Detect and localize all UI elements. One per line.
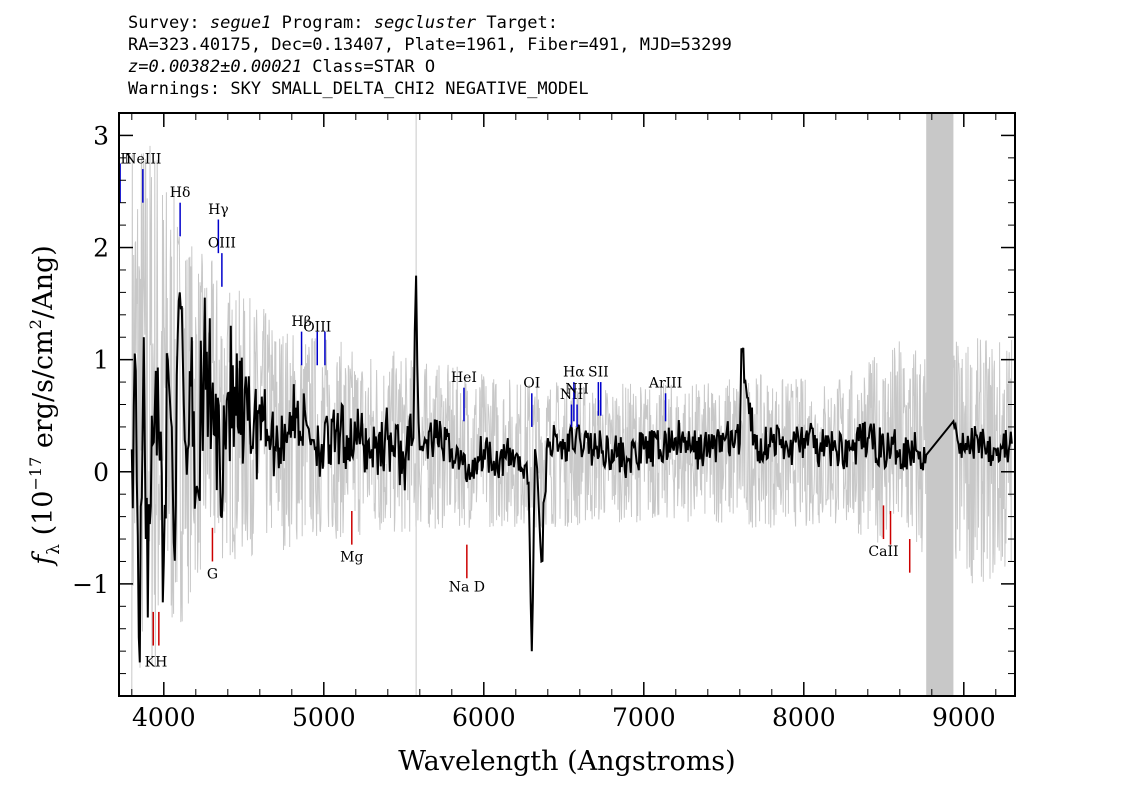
axis-labels: Wavelength (Angstroms) fλ (10−17 erg/s/c…	[26, 245, 736, 777]
emission-line-label: OII	[109, 151, 132, 167]
x-tick-label: 8000	[772, 703, 836, 732]
x-axis-title: Wavelength (Angstroms)	[398, 746, 735, 777]
emission-line-label: OI	[523, 376, 540, 392]
program-label: Program:	[281, 13, 364, 33]
emission-line-label: Hγ	[208, 202, 229, 218]
masked-band	[926, 113, 954, 696]
x-tick-label: 5000	[292, 703, 356, 732]
flux-series	[130, 275, 1013, 663]
emission-line-label: SII	[588, 364, 609, 380]
emission-line-label: NeIII	[124, 151, 161, 167]
emission-line-label: Hβ	[291, 314, 311, 330]
y-tick-label: 2	[93, 234, 109, 263]
header-survey-line: Survey: segue1 Program: segcluster Targe…	[128, 12, 732, 34]
absorption-line-label: G	[207, 566, 218, 582]
y-tick-label: 0	[93, 458, 109, 487]
header-redshift-line: z=0.00382±0.00021 Class=STAR O	[128, 56, 732, 78]
x-tick-label: 4000	[132, 703, 196, 732]
emission-line-label: ArIII	[648, 376, 682, 392]
y-axis-title: fλ (10−17 erg/s/cm2/Ang)	[26, 245, 64, 567]
y-tick-label: 3	[93, 121, 109, 150]
spectrum-header: Survey: segue1 Program: segcluster Targe…	[128, 12, 732, 100]
survey-value: segue1	[209, 13, 272, 33]
target-label: Target:	[486, 13, 558, 33]
emission-line-label: HeI	[451, 370, 477, 386]
program-value: segcluster	[373, 13, 477, 33]
axes: 4000 5000 6000 7000 8000 9000 −1 0 1 2 3	[72, 112, 1016, 732]
emission-line-label: OIII	[303, 320, 331, 336]
header-warnings-line: Warnings: SKY SMALL_DELTA_CHI2 NEGATIVE_…	[128, 79, 589, 99]
emission-line-label: Hα	[563, 364, 585, 380]
emission-line-label: NII	[565, 381, 588, 397]
x-tick-label: 9000	[932, 703, 996, 732]
absorption-line-label: CaII	[868, 544, 898, 560]
emission-line-label: OIII	[208, 236, 236, 252]
class-value: Class=STAR O	[312, 57, 436, 77]
emission-line-label: Hδ	[170, 185, 191, 201]
redshift-value: z=0.00382±0.00021	[128, 57, 302, 77]
absorption-line-label: Na D	[449, 580, 485, 596]
absorption-line-label: Mg	[340, 549, 363, 565]
x-tick-label: 7000	[612, 703, 676, 732]
header-coordinates-line: RA=323.40175, Dec=0.13407, Plate=1961, F…	[128, 35, 732, 55]
x-tick-label: 6000	[452, 703, 516, 732]
y-tick-label: 1	[93, 346, 109, 375]
y-tick-label: −1	[72, 570, 109, 599]
emission-line-label: NII	[560, 387, 583, 403]
survey-label: Survey:	[128, 13, 200, 33]
absorption-line-label: KH	[145, 654, 168, 670]
